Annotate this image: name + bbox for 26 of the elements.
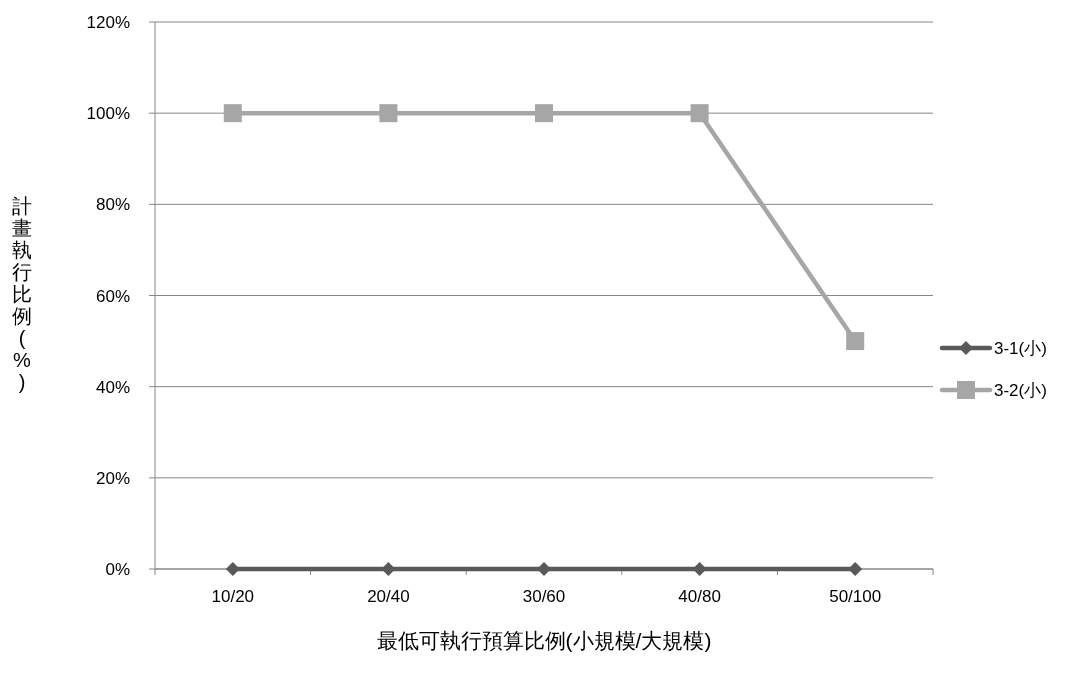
point: [846, 332, 865, 351]
x-tick-label: 10/20: [211, 587, 255, 606]
point: [381, 562, 396, 576]
x-tick-label: 50/100: [829, 587, 882, 606]
y-tick-label: 120%: [86, 13, 130, 32]
x-axis-title: 最低可執行預算比例(小規模/大規模): [376, 629, 712, 652]
point: [223, 104, 242, 123]
point: [379, 104, 398, 123]
point: [690, 104, 709, 123]
y-tick-label: 80%: [95, 195, 130, 215]
y-tick-label: 100%: [86, 104, 130, 124]
point: [537, 562, 551, 576]
point: [848, 562, 863, 576]
x-tick-label: 30/60: [522, 587, 566, 606]
text: 計畫執行比例(%): [12, 194, 32, 393]
y-tick-label: 20%: [95, 468, 130, 488]
y-tick-label: 40%: [95, 377, 130, 397]
legend-label: 3-1(小): [994, 339, 1047, 358]
point: [225, 562, 240, 576]
y-tick-label: 0%: [105, 560, 130, 579]
x-tick-label: 40/80: [678, 587, 721, 606]
point: [535, 104, 553, 123]
legend-label: 3-2(小): [994, 381, 1047, 400]
point: [692, 562, 707, 576]
y-tick-label: 60%: [95, 286, 130, 306]
x-tick-label: 20/40: [367, 587, 410, 606]
